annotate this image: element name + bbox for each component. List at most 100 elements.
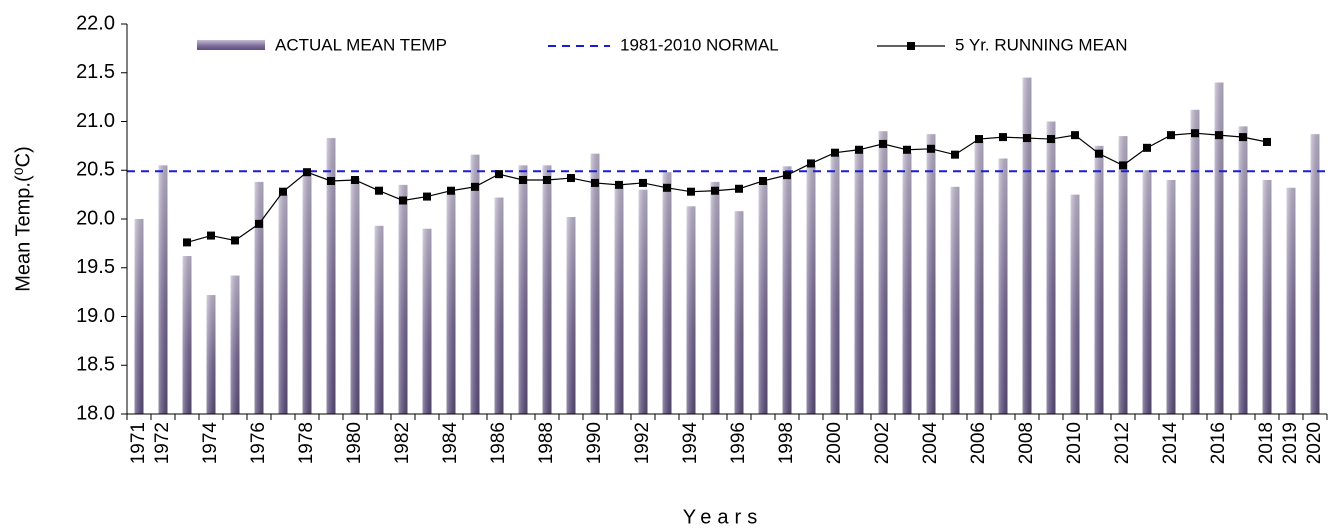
- bar-shade: [1166, 180, 1176, 414]
- line-marker: [615, 180, 623, 189]
- line-marker: [519, 176, 527, 184]
- bar-shade: [302, 170, 312, 414]
- line-marker: [1215, 131, 1223, 140]
- line-marker: [687, 187, 695, 196]
- bar-shade: [1046, 121, 1056, 414]
- bar-shade: [854, 147, 864, 414]
- bar-shade: [926, 134, 936, 415]
- line-marker: [663, 183, 671, 192]
- line-marker: [1143, 143, 1151, 152]
- bar-shade: [974, 141, 984, 414]
- line-marker: [351, 176, 359, 184]
- line-marker: [303, 168, 311, 177]
- bar-shade: [350, 178, 360, 414]
- line-marker: [1119, 161, 1127, 170]
- legend-swatch: [907, 42, 915, 50]
- bar-shade: [1214, 82, 1224, 414]
- bar-shade: [422, 228, 432, 414]
- y-tick-label: 18.0: [76, 402, 115, 424]
- bar-shade: [998, 158, 1008, 414]
- bar-shade: [1190, 109, 1200, 415]
- bar-shade: [1022, 77, 1032, 414]
- x-tick-label: 2000: [824, 422, 845, 464]
- y-tick-label: 19.0: [76, 305, 115, 327]
- x-tick-label: 1994: [680, 422, 701, 465]
- line-marker: [423, 192, 431, 201]
- line-marker: [711, 186, 719, 195]
- line-marker: [207, 231, 215, 240]
- line-marker: [1047, 135, 1055, 144]
- bar-shade: [398, 184, 408, 414]
- x-tick-label: 1980: [344, 422, 365, 464]
- x-tick-label: 1998: [776, 422, 797, 464]
- y-axis-label: Mean Temp.(⁰C): [12, 146, 34, 291]
- bar-shade: [326, 138, 336, 414]
- bar-shade: [518, 165, 528, 414]
- bar-shade: [878, 131, 888, 414]
- line-marker: [543, 176, 551, 184]
- x-tick-label: 2018: [1256, 422, 1277, 464]
- bar-shade: [230, 275, 240, 414]
- bar-shade: [710, 181, 720, 414]
- line-marker: [735, 184, 743, 193]
- x-tick-label: 1986: [488, 422, 509, 464]
- x-tick-label: 2014: [1160, 422, 1181, 465]
- bar-shade: [1070, 194, 1080, 414]
- bar-shade: [158, 165, 168, 414]
- x-tick-label: 2010: [1064, 422, 1085, 464]
- x-tick-label: 2019: [1280, 422, 1301, 464]
- line-marker: [1263, 137, 1271, 146]
- line-marker: [999, 133, 1007, 142]
- legend-label: 1981-2010 NORMAL: [620, 35, 779, 54]
- line-marker: [1071, 131, 1079, 140]
- bar-shade: [1238, 126, 1248, 414]
- bar-shade: [278, 194, 288, 414]
- x-tick-label: 1978: [296, 422, 317, 464]
- line-marker: [567, 174, 575, 183]
- bar-shade: [182, 256, 192, 414]
- line-marker: [759, 176, 767, 185]
- bar-shade: [1094, 145, 1104, 414]
- bar-shade: [734, 211, 744, 414]
- legend-label: ACTUAL MEAN TEMP: [275, 35, 447, 54]
- bar-shade: [662, 172, 672, 414]
- bar-shade: [1310, 134, 1320, 415]
- y-tick-label: 18.5: [76, 354, 115, 376]
- line-marker: [831, 148, 839, 157]
- bar-shade: [206, 295, 216, 414]
- x-tick-label: 1982: [392, 422, 413, 464]
- bar-shade: [566, 217, 576, 414]
- line-marker: [183, 238, 191, 247]
- line-marker: [447, 186, 455, 195]
- line-marker: [279, 187, 287, 196]
- bar-shade: [686, 206, 696, 414]
- line-marker: [639, 178, 647, 187]
- y-tick-label: 20.5: [76, 159, 115, 181]
- bar-shade: [134, 219, 144, 414]
- x-tick-label: 1992: [632, 422, 653, 464]
- bar-shade: [254, 181, 264, 414]
- bar-shade: [1142, 170, 1152, 414]
- bar-shade: [1262, 180, 1272, 414]
- x-tick-label: 1972: [152, 422, 173, 464]
- line-marker: [255, 219, 263, 228]
- bar-shade: [758, 181, 768, 414]
- x-tick-label: 1971: [128, 422, 149, 464]
- bar-shade: [782, 166, 792, 414]
- y-tick-label: 21.0: [76, 110, 115, 132]
- line-marker: [783, 171, 791, 180]
- line: [186, 132, 1268, 243]
- x-tick-label: 1974: [200, 422, 221, 465]
- y-tick-label: 20.0: [76, 207, 115, 229]
- line-marker: [591, 178, 599, 187]
- x-tick-label: 2008: [1016, 422, 1037, 464]
- bar-shade: [638, 189, 648, 414]
- line-marker: [1023, 134, 1031, 143]
- x-tick-label: 2020: [1304, 422, 1325, 464]
- line-marker: [879, 139, 887, 148]
- line-marker: [951, 150, 959, 159]
- x-tick-label: 1988: [536, 422, 557, 464]
- x-tick-label: 2002: [872, 422, 893, 464]
- line-marker: [327, 176, 335, 185]
